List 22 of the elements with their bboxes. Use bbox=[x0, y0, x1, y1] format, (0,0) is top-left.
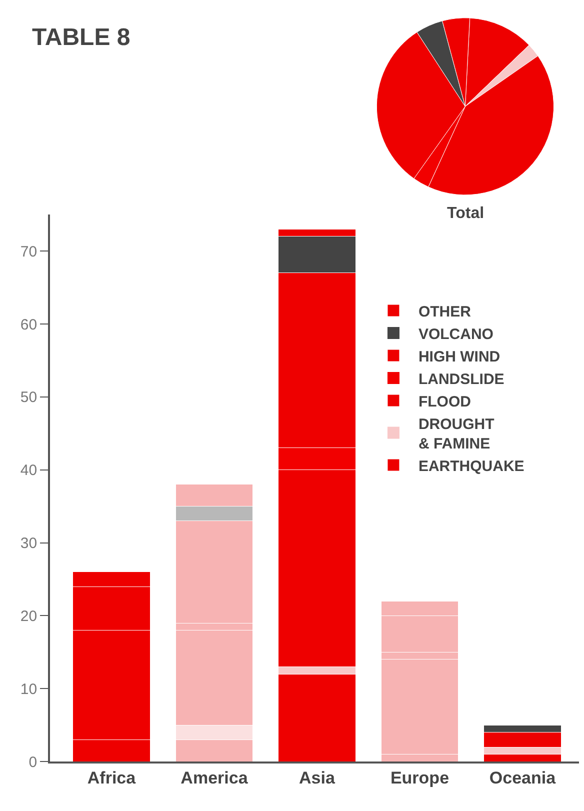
legend-label: DROUGHT & FAMINE bbox=[418, 416, 494, 452]
legend-label: EARTHQUAKE bbox=[418, 458, 524, 475]
x-tick-label: Africa bbox=[87, 768, 136, 788]
y-tick-label: 70 bbox=[20, 243, 38, 260]
x-tick-label: America bbox=[180, 768, 248, 788]
y-tick-label: 0 bbox=[28, 754, 38, 771]
y-tick-label: 10 bbox=[20, 680, 38, 698]
y-tick-label: 30 bbox=[20, 535, 38, 552]
y-tick-label: 50 bbox=[20, 389, 38, 406]
y-tick-label: 20 bbox=[20, 608, 38, 625]
legend-label: OTHER bbox=[418, 303, 472, 320]
text: Total bbox=[447, 205, 484, 222]
legend-label: FLOOD bbox=[418, 393, 472, 410]
legend-label: VOLCANO bbox=[418, 326, 494, 343]
y-tick-label: 40 bbox=[20, 462, 38, 480]
chart-title: TABLE 8 bbox=[32, 24, 130, 51]
legend-label: HIGH WIND bbox=[418, 348, 500, 366]
y-tick-label: 60 bbox=[20, 316, 38, 334]
x-tick-label: Europe bbox=[390, 768, 450, 788]
legend-label: LANDSLIDE bbox=[418, 370, 504, 388]
x-tick-label: Oceania bbox=[489, 768, 556, 788]
x-tick-label: Asia bbox=[299, 768, 336, 788]
